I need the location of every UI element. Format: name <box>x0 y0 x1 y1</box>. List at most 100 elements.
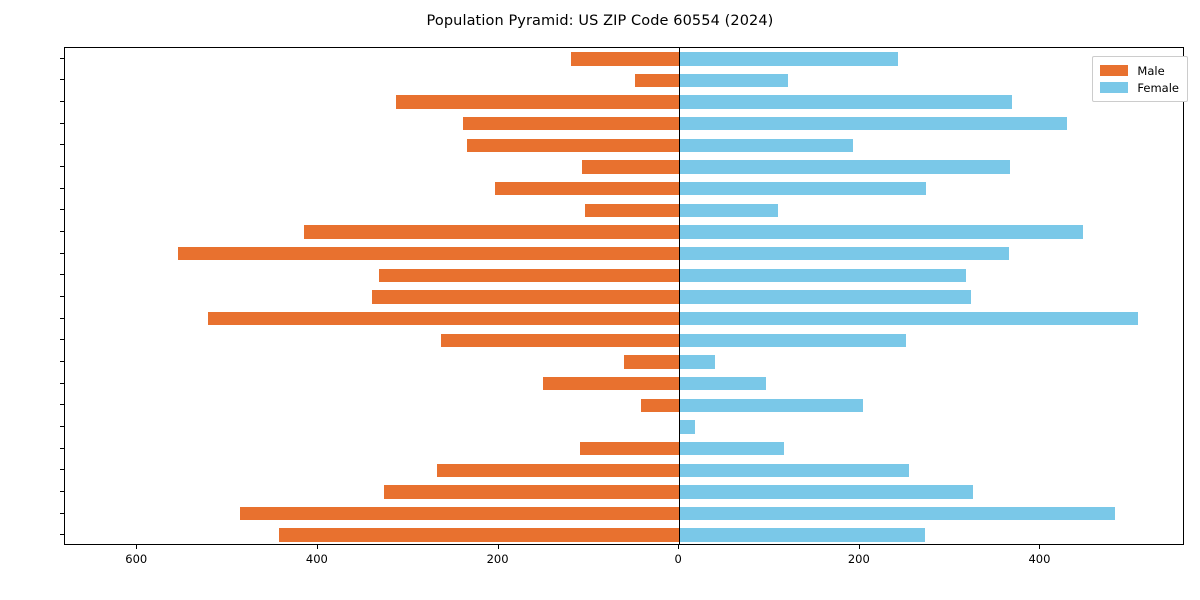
x-tick-label: 200 <box>847 552 870 566</box>
bar-female[interactable] <box>679 420 696 434</box>
bar-male[interactable] <box>581 160 680 174</box>
bar-row <box>65 268 1183 283</box>
bar-row <box>65 355 1183 369</box>
bar-male[interactable] <box>570 52 680 66</box>
bar-row <box>65 506 1183 521</box>
bar-row <box>65 441 1183 456</box>
bar-row <box>65 246 1183 261</box>
bar-row <box>65 160 1183 174</box>
bar-male[interactable] <box>494 182 680 196</box>
bar-male[interactable] <box>463 117 680 131</box>
plot-area <box>64 47 1184 545</box>
bar-male[interactable] <box>579 441 680 456</box>
bar-female[interactable] <box>679 506 1116 521</box>
bar-female[interactable] <box>679 73 789 88</box>
bar-row <box>65 117 1183 131</box>
bar-female[interactable] <box>679 290 971 304</box>
bar-row <box>65 376 1183 391</box>
bar-male[interactable] <box>437 463 680 477</box>
bar-row <box>65 398 1183 412</box>
y-tick-mark <box>60 274 64 276</box>
x-tick-label: 400 <box>305 552 328 566</box>
bar-female[interactable] <box>679 182 926 196</box>
bar-female[interactable] <box>679 333 906 347</box>
y-tick-mark <box>60 404 64 406</box>
x-tick-mark <box>1039 545 1041 549</box>
bar-male[interactable] <box>207 311 680 326</box>
bar-male[interactable] <box>440 333 680 347</box>
bar-row <box>65 528 1183 542</box>
y-tick-mark <box>60 382 64 384</box>
bar-female[interactable] <box>679 311 1139 326</box>
bar-male[interactable] <box>585 203 680 218</box>
y-tick-mark <box>60 512 64 514</box>
bar-female[interactable] <box>679 225 1083 239</box>
y-tick-mark <box>60 317 64 319</box>
y-tick-mark <box>60 57 64 59</box>
bar-female[interactable] <box>679 441 784 456</box>
bar-male[interactable] <box>624 355 680 369</box>
zero-axis-line <box>679 48 681 544</box>
bar-row <box>65 463 1183 477</box>
legend: Male Female <box>1092 56 1188 102</box>
bar-male[interactable] <box>466 138 680 153</box>
y-tick-mark <box>60 447 64 449</box>
y-tick-mark <box>60 79 64 81</box>
bar-female[interactable] <box>679 246 1009 261</box>
bar-row <box>65 73 1183 88</box>
bar-female[interactable] <box>679 398 864 412</box>
bar-female[interactable] <box>679 95 1013 109</box>
x-tick-label: 200 <box>486 552 509 566</box>
bar-female[interactable] <box>679 355 716 369</box>
y-tick-mark <box>60 360 64 362</box>
bar-female[interactable] <box>679 52 898 66</box>
bar-row <box>65 225 1183 239</box>
bar-row <box>65 290 1183 304</box>
bar-male[interactable] <box>177 246 680 261</box>
bar-row <box>65 182 1183 196</box>
bar-row <box>65 311 1183 326</box>
legend-entry-female[interactable]: Female <box>1100 79 1179 96</box>
bar-female[interactable] <box>679 528 925 542</box>
x-tick-mark <box>316 545 318 549</box>
x-tick-label: 400 <box>1028 552 1051 566</box>
bar-male[interactable] <box>542 376 680 391</box>
bar-male[interactable] <box>372 290 680 304</box>
bar-female[interactable] <box>679 485 973 499</box>
bars-container <box>65 48 1183 544</box>
y-tick-mark <box>60 469 64 471</box>
bar-row <box>65 485 1183 499</box>
legend-entry-male[interactable]: Male <box>1100 62 1179 79</box>
bar-male[interactable] <box>383 485 680 499</box>
bar-female[interactable] <box>679 376 766 391</box>
bar-female[interactable] <box>679 268 966 283</box>
bar-row <box>65 203 1183 218</box>
x-tick-mark <box>858 545 860 549</box>
bar-male[interactable] <box>634 73 680 88</box>
y-tick-mark <box>60 144 64 146</box>
bar-female[interactable] <box>679 138 853 153</box>
x-tick-label: 0 <box>674 552 682 566</box>
y-tick-mark <box>60 490 64 492</box>
bar-male[interactable] <box>379 268 680 283</box>
bar-female[interactable] <box>679 117 1067 131</box>
legend-label-male: Male <box>1137 63 1165 78</box>
y-tick-mark <box>60 122 64 124</box>
y-tick-mark <box>60 231 64 233</box>
bar-female[interactable] <box>679 463 909 477</box>
y-tick-mark <box>60 296 64 297</box>
bar-male[interactable] <box>279 528 680 542</box>
bar-male[interactable] <box>240 506 680 521</box>
bar-male[interactable] <box>641 398 680 412</box>
bar-female[interactable] <box>679 203 778 218</box>
bar-male[interactable] <box>395 95 680 109</box>
x-tick-label: 600 <box>125 552 148 566</box>
bar-male[interactable] <box>304 225 680 239</box>
legend-swatch-female <box>1100 82 1129 93</box>
bar-row <box>65 420 1183 434</box>
x-tick-mark <box>678 545 680 549</box>
legend-label-female: Female <box>1137 80 1179 95</box>
bar-female[interactable] <box>679 160 1010 174</box>
bar-row <box>65 333 1183 347</box>
